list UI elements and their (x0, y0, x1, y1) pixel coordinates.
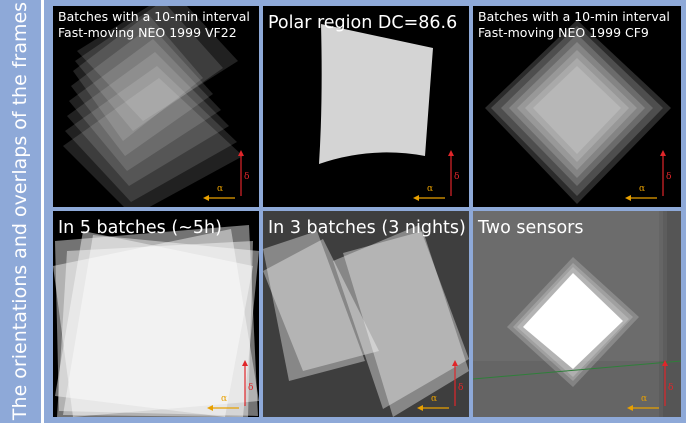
frames-overlay (53, 225, 259, 417)
alpha-label: α (641, 394, 648, 404)
delta-label: δ (458, 383, 464, 393)
delta-label: δ (244, 172, 250, 182)
frames-overlay (485, 20, 671, 204)
panel-5-batches: In 5 batches (~5h) δ α (53, 211, 259, 417)
panel-two-sensors: Two sensors δ α (473, 211, 681, 417)
delta-label: δ (248, 383, 254, 393)
panel-title: In 3 batches (3 nights) (268, 218, 466, 238)
panel-title: In 5 batches (~5h) (58, 218, 222, 238)
delta-label: δ (666, 172, 672, 182)
panel-title: Polar region DC=86.6 (268, 13, 458, 33)
frames-overlay (319, 24, 454, 201)
frames-overlay (263, 211, 469, 417)
alpha-label: α (431, 394, 438, 404)
panel-title-line-1: Batches with a 10-min interval (478, 9, 670, 24)
delta-label: δ (668, 383, 674, 393)
panel-cf9-batches: Batches with a 10-min interval Fast-movi… (473, 6, 681, 207)
panel-polar-region: Polar region DC=86.6 δ α (263, 6, 469, 207)
side-label: The orientations and overlaps of the fra… (9, 1, 31, 421)
panel-3-batches: In 3 batches (3 nights) δ α (263, 211, 469, 417)
panel-title: Two sensors (478, 218, 584, 238)
frames-overlay (473, 211, 681, 417)
side-label-bar: The orientations and overlaps of the fra… (0, 0, 41, 423)
alpha-label: α (639, 184, 646, 194)
alpha-label: α (221, 394, 228, 404)
frames-overlay (63, 6, 244, 207)
panel-title-line-2: Fast-moving NEO 1999 VF22 (58, 25, 237, 40)
alpha-label: α (217, 184, 224, 194)
delta-label: δ (454, 172, 460, 182)
alpha-label: α (427, 184, 434, 194)
panel-title-line-2: Fast-moving NEO 1999 CF9 (478, 25, 649, 40)
panel-vf22-batches: Batches with a 10-min interval Fast-movi… (53, 6, 259, 207)
panel-title-line-1: Batches with a 10-min interval (58, 9, 250, 24)
